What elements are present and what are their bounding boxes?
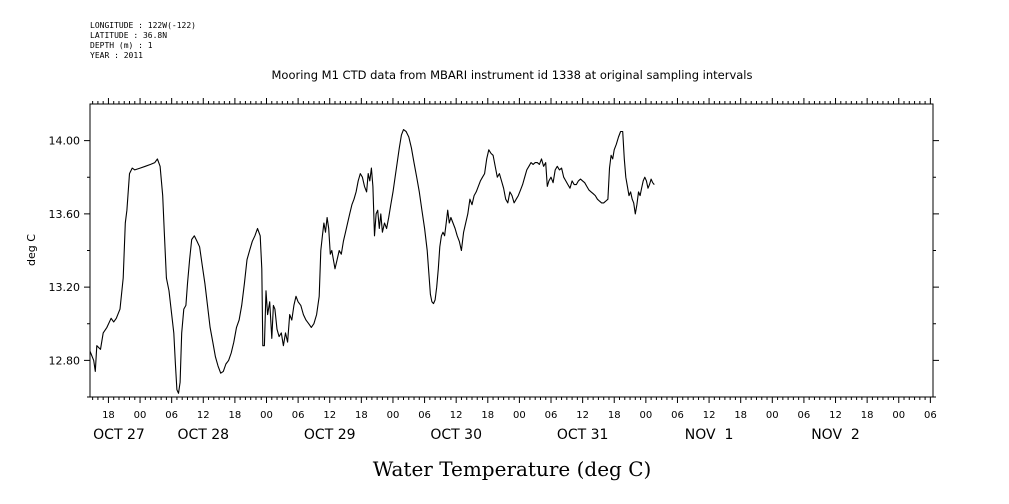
x-hour-label: 00 <box>260 410 273 421</box>
x-hour-label: 18 <box>861 410 874 421</box>
temperature-series-line <box>89 129 655 394</box>
x-hour-label: 18 <box>608 410 621 421</box>
x-axis-label: Water Temperature (deg C) <box>373 457 652 481</box>
meta-latitude: LATITUDE : 36.8N <box>90 31 168 40</box>
x-date-label: OCT 28 <box>177 427 229 443</box>
x-date-label: NOV 1 <box>685 427 734 443</box>
x-hour-label: 18 <box>229 410 242 421</box>
x-hour-label: 00 <box>892 410 905 421</box>
x-hour-label: 00 <box>134 410 147 421</box>
x-hour-label: 18 <box>355 410 368 421</box>
x-date-label: OCT 29 <box>304 427 356 443</box>
x-hour-label: 06 <box>418 410 431 421</box>
x-hour-label: 12 <box>323 410 336 421</box>
x-hour-label: 06 <box>545 410 558 421</box>
x-axis: 18 00 06 12 18 00 06 12 18 00 06 12 18 00 06 12 18 00 06 12… <box>92 98 937 443</box>
x-hour-label: 00 <box>387 410 400 421</box>
meta-longitude: LONGITUDE : 122W(-122) <box>90 21 196 30</box>
chart-title: Mooring M1 CTD data from MBARI instrumen… <box>272 68 753 82</box>
x-hour-label: 12 <box>197 410 210 421</box>
x-date-label: OCT 27 <box>93 427 145 443</box>
y-tick-label: 13.20 <box>49 281 81 294</box>
meta-depth: DEPTH (m) : 1 <box>90 41 153 50</box>
y-tick-label: 13.60 <box>49 208 81 221</box>
y-tick-label: 12.80 <box>49 354 81 367</box>
meta-year: YEAR : 2011 <box>90 51 143 60</box>
x-date-label: OCT 30 <box>430 427 482 443</box>
x-hour-label: 12 <box>703 410 716 421</box>
y-axis: 12.80 13.20 13.60 14.00 <box>49 135 939 398</box>
y-axis-label: deg C <box>25 234 38 266</box>
y-tick-label: 14.00 <box>49 135 81 148</box>
plot-frame <box>89 103 934 398</box>
x-date-label: NOV 2 <box>811 427 860 443</box>
metadata-block: LONGITUDE : 122W(-122) LATITUDE : 36.8N … <box>90 21 196 61</box>
x-hour-label: 00 <box>513 410 526 421</box>
x-hour-label: 06 <box>798 410 811 421</box>
x-hour-label: 00 <box>639 410 652 421</box>
x-hour-label: 12 <box>829 410 842 421</box>
x-hour-label: 06 <box>292 410 305 421</box>
x-hour-label: 06 <box>671 410 684 421</box>
series-layer <box>89 129 655 394</box>
x-hour-label: 06 <box>165 410 178 421</box>
x-hour-label: 12 <box>450 410 463 421</box>
x-date-label: OCT 31 <box>557 427 609 443</box>
x-hour-label: 18 <box>102 410 115 421</box>
x-hour-label: 18 <box>734 410 747 421</box>
x-hour-label: 06 <box>924 410 937 421</box>
x-hour-label: 12 <box>576 410 589 421</box>
x-hour-label: 00 <box>766 410 779 421</box>
x-hour-label: 18 <box>481 410 494 421</box>
